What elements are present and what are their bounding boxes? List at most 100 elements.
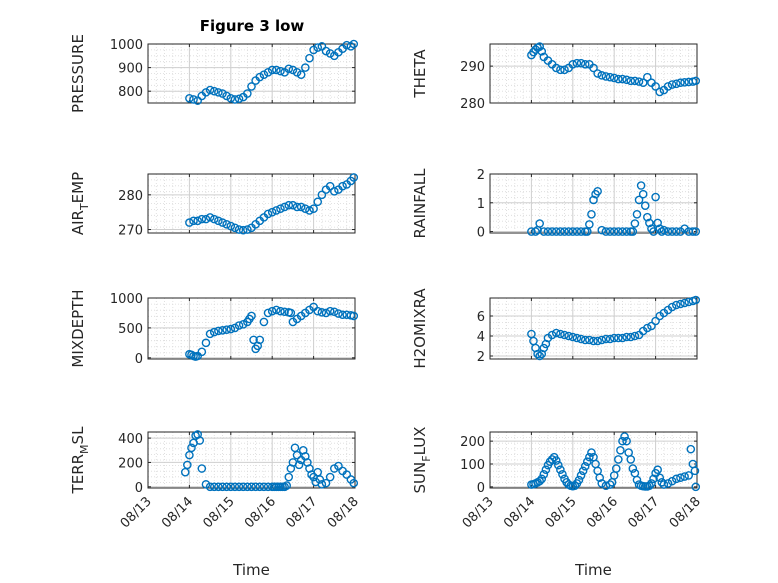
data-point bbox=[288, 200, 298, 210]
data-point bbox=[551, 63, 561, 73]
data-point bbox=[651, 192, 660, 202]
data-point bbox=[263, 308, 273, 318]
data-point bbox=[222, 220, 231, 229]
data-point bbox=[570, 481, 580, 491]
y-tick-label: 4 bbox=[477, 330, 485, 345]
data-point bbox=[568, 59, 578, 69]
data-point bbox=[638, 78, 648, 88]
data-point bbox=[201, 480, 211, 489]
data-point bbox=[282, 481, 291, 490]
y-tick-label: 270 bbox=[118, 224, 143, 239]
data-point bbox=[205, 329, 215, 339]
data-point bbox=[539, 469, 549, 479]
data-point bbox=[589, 336, 598, 346]
data-point bbox=[622, 436, 631, 446]
data-point bbox=[676, 299, 685, 309]
data-point bbox=[614, 333, 623, 343]
data-point bbox=[655, 473, 665, 483]
data-point bbox=[572, 58, 582, 68]
data-point bbox=[292, 202, 302, 212]
data-point bbox=[651, 82, 660, 91]
data-point bbox=[667, 302, 677, 312]
data-point bbox=[230, 95, 240, 104]
data-point bbox=[195, 436, 205, 445]
axes-box bbox=[147, 173, 356, 234]
data-point bbox=[690, 466, 700, 476]
data-point bbox=[288, 65, 298, 75]
data-point bbox=[209, 327, 219, 337]
data-point bbox=[185, 93, 194, 103]
data-point bbox=[597, 335, 607, 345]
data-point bbox=[309, 204, 318, 214]
data-point bbox=[209, 86, 219, 96]
data-point bbox=[313, 197, 323, 207]
data-point bbox=[338, 181, 347, 191]
data-point bbox=[280, 307, 289, 317]
data-point bbox=[321, 478, 331, 488]
data-point bbox=[255, 482, 265, 492]
data-point bbox=[329, 464, 339, 473]
data-point bbox=[329, 187, 339, 196]
data-point bbox=[564, 227, 573, 236]
data-point bbox=[349, 39, 359, 49]
data-point bbox=[564, 331, 573, 341]
data-point bbox=[572, 227, 582, 236]
data-point bbox=[657, 477, 667, 487]
y-tick-label: 0 bbox=[477, 481, 485, 496]
data-point bbox=[645, 218, 654, 228]
axes-box bbox=[147, 43, 356, 104]
data-point bbox=[349, 478, 359, 488]
data-point bbox=[680, 78, 689, 87]
y-axis-label: RAINFALL bbox=[411, 168, 429, 239]
data-point bbox=[259, 482, 269, 492]
data-point bbox=[609, 73, 619, 83]
data-point bbox=[189, 95, 198, 104]
y-tick-label: 2 bbox=[477, 168, 485, 183]
y-tick-label: 200 bbox=[118, 456, 143, 471]
data-point bbox=[647, 321, 656, 331]
data-point bbox=[547, 227, 557, 236]
data-point bbox=[541, 465, 551, 475]
y-tick-label: 2 bbox=[477, 350, 485, 365]
data-point bbox=[205, 482, 215, 492]
data-point bbox=[556, 465, 565, 475]
data-point bbox=[230, 323, 240, 333]
data-point bbox=[585, 452, 594, 462]
data-point bbox=[349, 173, 359, 182]
data-point bbox=[636, 181, 646, 190]
data-point bbox=[667, 80, 677, 89]
data-point bbox=[214, 326, 223, 336]
y-tick-label: 6 bbox=[477, 310, 485, 325]
data-point bbox=[614, 74, 623, 84]
data-point bbox=[284, 64, 294, 74]
data-point bbox=[263, 482, 273, 492]
data-point bbox=[653, 465, 662, 475]
data-point bbox=[605, 480, 615, 489]
data-point bbox=[272, 65, 281, 75]
data-point bbox=[611, 464, 621, 473]
data-point bbox=[691, 76, 701, 86]
data-point bbox=[537, 474, 547, 484]
data-point bbox=[618, 333, 627, 343]
y-tick-label: 0 bbox=[135, 481, 143, 496]
data-point bbox=[238, 320, 248, 329]
data-point bbox=[226, 93, 236, 103]
data-point bbox=[547, 455, 557, 464]
y-axis-label: TERRMSL bbox=[69, 426, 91, 495]
data-point bbox=[263, 209, 273, 219]
data-point bbox=[672, 474, 681, 484]
panel-pressure: 800 900 1000 PRESSURE bbox=[69, 34, 359, 113]
data-point bbox=[576, 227, 586, 236]
data-point bbox=[255, 335, 265, 345]
data-point bbox=[267, 65, 277, 75]
data-point bbox=[589, 195, 598, 205]
data-point bbox=[605, 334, 615, 344]
data-point bbox=[321, 46, 331, 56]
data-point bbox=[535, 351, 544, 361]
data-point bbox=[267, 207, 277, 217]
data-point bbox=[663, 82, 673, 91]
data-point bbox=[234, 321, 244, 330]
data-point bbox=[672, 300, 681, 310]
data-point bbox=[321, 308, 331, 318]
